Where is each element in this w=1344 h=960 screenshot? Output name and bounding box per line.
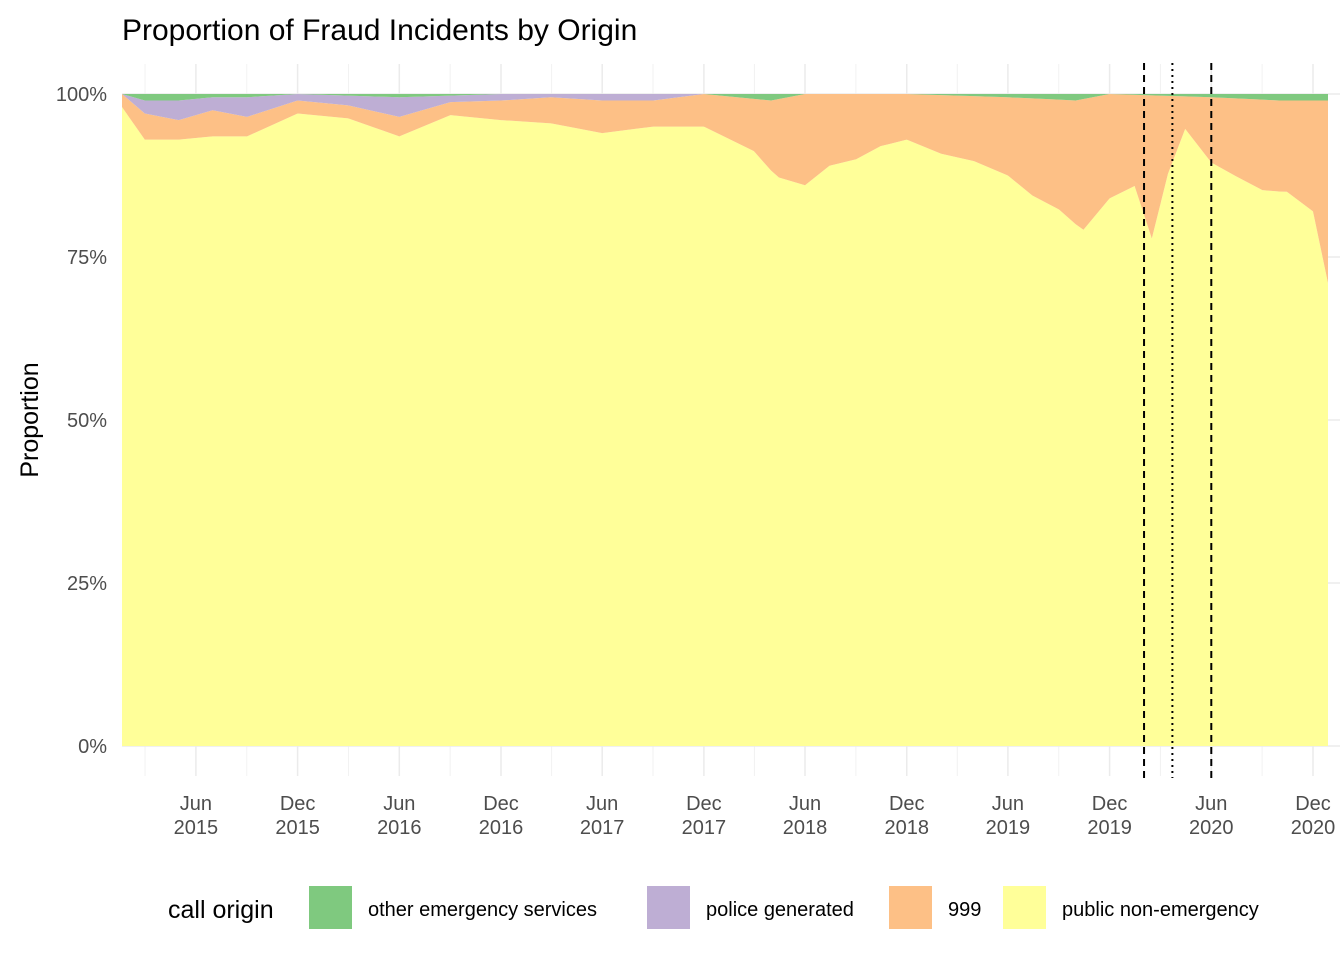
area-series-group: [122, 94, 1328, 747]
x-tick-label: Dec 2019: [1087, 793, 1132, 839]
legend-entry-label: public non-emergency: [1062, 899, 1259, 921]
reference-lines: [1143, 63, 1213, 778]
chart-title: Proportion of Fraud Incidents by Origin: [122, 14, 637, 47]
y-tick-label: 75%: [67, 247, 107, 269]
x-axis-ticks: Jun 2015 Dec 2015 Jun 2016 Dec 2016 Jun 2017 Dec 20…: [174, 793, 1336, 839]
legend-title: call origin: [168, 896, 274, 924]
x-tick-label: Dec 2016: [479, 793, 524, 839]
area-series: [122, 94, 1328, 101]
x-tick-label: Jun 2019: [986, 793, 1031, 839]
area-series: [122, 107, 1328, 747]
y-tick-label: 0%: [78, 736, 107, 758]
x-tick-label: Jun 2018: [783, 793, 828, 839]
y-tick-label: 100%: [56, 84, 107, 106]
legend-key-swatch: [1003, 886, 1046, 929]
x-tick-label: Dec 2018: [884, 793, 929, 839]
legend-entry-label: 999: [948, 899, 981, 921]
area-series: [122, 94, 1328, 121]
legend: call origin other emergency services poli…: [168, 886, 1259, 929]
x-tick-label: Jun 2020: [1189, 793, 1234, 839]
legend-entry-label: police generated: [706, 899, 854, 921]
area-series: [122, 94, 1328, 284]
x-tick-label: Jun 2016: [377, 793, 422, 839]
x-tick-label: Dec 2015: [275, 793, 320, 839]
y-axis-ticks: 0% 25% 50% 75% 100%: [56, 84, 107, 758]
legend-entry-label: other emergency services: [368, 899, 597, 921]
y-tick-label: 50%: [67, 410, 107, 432]
x-tick-label: Jun 2015: [174, 793, 219, 839]
x-tick-label: Dec 2017: [682, 793, 727, 839]
legend-key-swatch: [647, 886, 690, 929]
x-tick-label: Dec 2020: [1291, 793, 1336, 839]
x-tick-label: Jun 2017: [580, 793, 625, 839]
legend-key-swatch: [309, 886, 352, 929]
y-tick-label: 25%: [67, 573, 107, 595]
y-axis-label: Proportion: [16, 362, 44, 477]
legend-key-swatch: [889, 886, 932, 929]
